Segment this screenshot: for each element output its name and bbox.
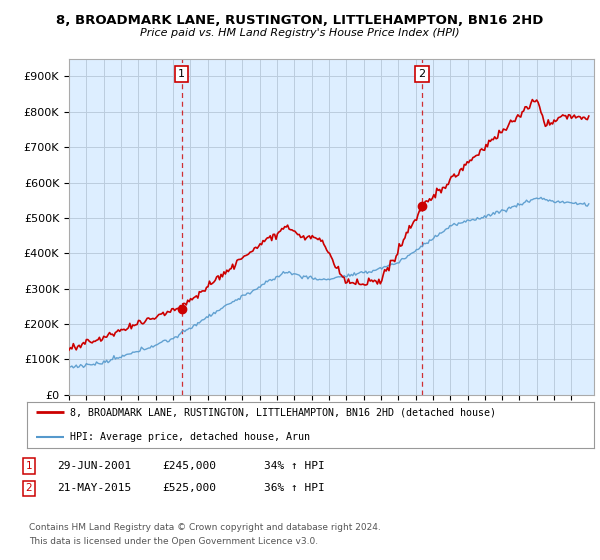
Text: £245,000: £245,000: [162, 461, 216, 471]
Text: 8, BROADMARK LANE, RUSTINGTON, LITTLEHAMPTON, BN16 2HD: 8, BROADMARK LANE, RUSTINGTON, LITTLEHAM…: [56, 14, 544, 27]
Text: 8, BROADMARK LANE, RUSTINGTON, LITTLEHAMPTON, BN16 2HD (detached house): 8, BROADMARK LANE, RUSTINGTON, LITTLEHAM…: [70, 407, 496, 417]
Text: This data is licensed under the Open Government Licence v3.0.: This data is licensed under the Open Gov…: [29, 537, 318, 546]
Text: HPI: Average price, detached house, Arun: HPI: Average price, detached house, Arun: [70, 432, 310, 441]
Text: 29-JUN-2001: 29-JUN-2001: [57, 461, 131, 471]
Text: 21-MAY-2015: 21-MAY-2015: [57, 483, 131, 493]
Text: 36% ↑ HPI: 36% ↑ HPI: [264, 483, 325, 493]
Text: Contains HM Land Registry data © Crown copyright and database right 2024.: Contains HM Land Registry data © Crown c…: [29, 523, 380, 532]
Text: 1: 1: [25, 461, 32, 471]
Text: £525,000: £525,000: [162, 483, 216, 493]
Text: 1: 1: [178, 69, 185, 79]
Text: 34% ↑ HPI: 34% ↑ HPI: [264, 461, 325, 471]
Text: Price paid vs. HM Land Registry's House Price Index (HPI): Price paid vs. HM Land Registry's House …: [140, 28, 460, 38]
Text: 2: 2: [419, 69, 425, 79]
Text: 2: 2: [25, 483, 32, 493]
